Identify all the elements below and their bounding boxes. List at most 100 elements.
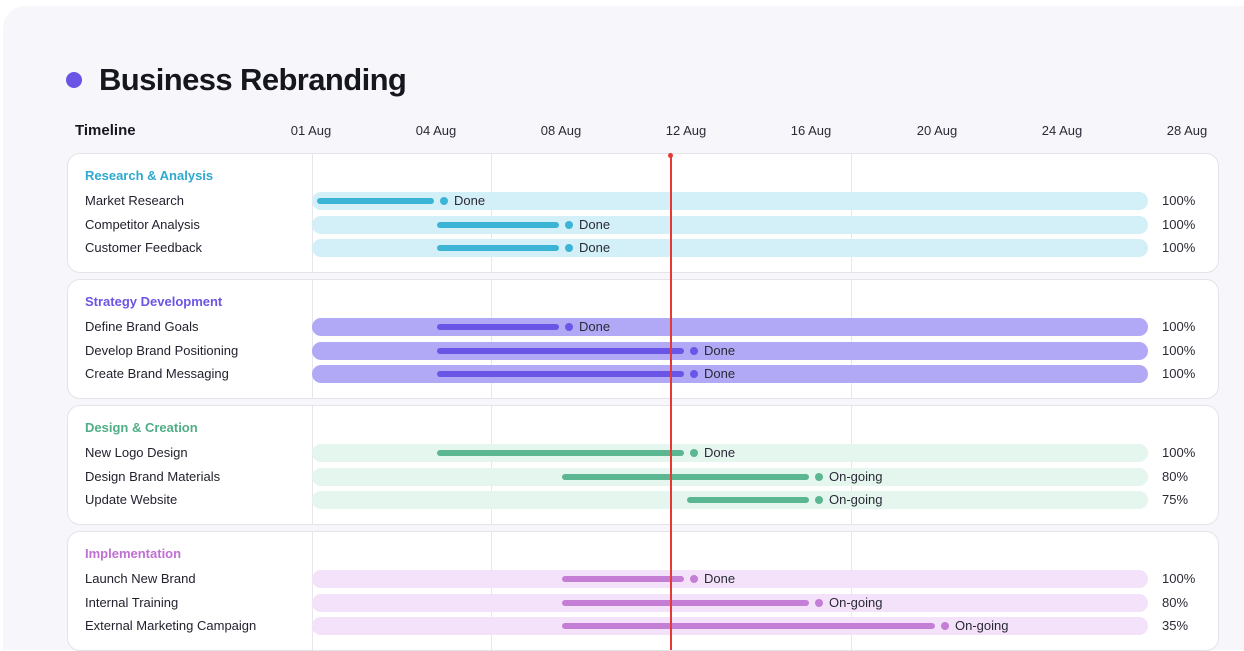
task-progress: 100%	[1162, 571, 1196, 586]
task-status: On-going	[829, 492, 883, 507]
x-tick-label: 01 Aug	[290, 123, 332, 138]
task-progress: 100%	[1162, 240, 1196, 255]
task-name: External Marketing Campaign	[85, 618, 257, 633]
grid-line	[851, 532, 852, 650]
grid-line	[312, 406, 313, 524]
grid-line	[312, 154, 313, 272]
task-status: On-going	[829, 468, 883, 484]
task-status: Done	[704, 366, 736, 381]
group-title: Implementation	[85, 546, 182, 561]
task-name: Competitor Analysis	[85, 216, 200, 232]
grid-line	[312, 532, 313, 650]
gantt-group-card: Research & Analysis Market Research Done 10…	[67, 153, 1219, 273]
task-name: Develop Brand Positioning	[85, 342, 239, 358]
task-track	[312, 570, 1148, 588]
x-tick-label: 28 Aug	[1166, 123, 1208, 138]
x-tick-label: 20 Aug	[916, 123, 958, 138]
task-progress: 80%	[1162, 594, 1189, 610]
task-bar[interactable]	[562, 473, 809, 480]
task-name: Create Brand Messaging	[85, 366, 229, 381]
task-end-dot	[815, 598, 823, 607]
task-status: Done	[704, 445, 736, 460]
task-bar[interactable]	[562, 599, 809, 606]
task-progress: 100%	[1162, 366, 1196, 381]
task-track	[312, 444, 1148, 462]
header: Business Rebranding	[66, 58, 407, 102]
task-end-dot	[690, 370, 698, 378]
task-name: Design Brand Materials	[85, 468, 221, 484]
task-progress: 75%	[1162, 492, 1189, 507]
group-title: Strategy Development	[85, 294, 223, 309]
task-track	[312, 239, 1148, 257]
gantt-group-card: Strategy Development Define Brand Goals Do…	[67, 279, 1219, 399]
task-end-dot	[941, 622, 949, 630]
task-name: Define Brand Goals	[85, 319, 199, 334]
x-tick-label: 04 Aug	[415, 123, 457, 138]
task-name: Market Research	[85, 193, 184, 208]
task-progress: 100%	[1162, 193, 1196, 208]
task-bar[interactable]	[437, 347, 684, 354]
task-name: New Logo Design	[85, 445, 188, 460]
task-end-dot	[440, 197, 448, 205]
task-track	[312, 341, 1148, 360]
task-bar[interactable]	[317, 198, 434, 204]
task-bar[interactable]	[437, 221, 559, 228]
group-title: Design & Creation	[85, 420, 198, 435]
page-title: Business Rebranding	[99, 62, 407, 97]
task-bar[interactable]	[437, 324, 559, 330]
task-end-dot	[565, 220, 573, 229]
task-progress: 100%	[1162, 216, 1196, 232]
task-end-dot	[565, 323, 573, 331]
task-status: On-going	[829, 594, 883, 610]
task-name: Internal Training	[85, 594, 179, 610]
task-status: Done	[579, 216, 611, 232]
grid-line	[491, 154, 492, 272]
task-bar[interactable]	[437, 245, 559, 251]
task-bar[interactable]	[437, 371, 684, 377]
task-status: Done	[704, 342, 736, 358]
task-end-dot	[815, 472, 823, 481]
task-status: Done	[704, 571, 736, 586]
task-status: Done	[579, 240, 611, 255]
group-title: Research & Analysis	[85, 168, 214, 183]
grid-line	[312, 280, 313, 398]
grid-line	[491, 280, 492, 398]
gantt-group-card: Design & Creation New Logo Design Done 100%…	[67, 405, 1219, 525]
grid-line	[491, 532, 492, 650]
task-track	[312, 215, 1148, 234]
task-status: Done	[579, 319, 611, 334]
task-progress: 80%	[1162, 468, 1189, 484]
timeline-label: Timeline	[75, 122, 136, 139]
task-end-dot	[690, 575, 698, 583]
title-dot-icon	[66, 72, 82, 88]
task-bar[interactable]	[687, 497, 809, 503]
task-name: Customer Feedback	[85, 240, 203, 255]
task-name: Launch New Brand	[85, 571, 196, 586]
task-progress: 35%	[1162, 618, 1189, 633]
x-tick-label: 16 Aug	[790, 123, 832, 138]
task-bar[interactable]	[562, 576, 684, 582]
grid-line	[851, 154, 852, 272]
task-name: Update Website	[85, 492, 178, 507]
task-end-dot	[690, 449, 698, 457]
today-line	[670, 155, 672, 650]
task-end-dot	[565, 244, 573, 252]
task-progress: 100%	[1162, 319, 1196, 334]
task-track	[312, 192, 1148, 210]
task-end-dot	[690, 346, 698, 355]
today-marker	[668, 153, 673, 158]
task-end-dot	[815, 496, 823, 504]
task-status: On-going	[955, 618, 1009, 633]
task-status: Done	[454, 193, 486, 208]
task-progress: 100%	[1162, 445, 1196, 460]
task-track	[312, 365, 1148, 383]
task-bar[interactable]	[437, 450, 684, 456]
task-bar[interactable]	[562, 623, 935, 629]
x-tick-label: 08 Aug	[540, 123, 582, 138]
grid-line	[851, 406, 852, 524]
task-track	[312, 318, 1148, 336]
task-progress: 100%	[1162, 342, 1196, 358]
grid-line	[851, 280, 852, 398]
x-tick-label: 24 Aug	[1041, 123, 1083, 138]
x-tick-label: 12 Aug	[665, 123, 707, 138]
